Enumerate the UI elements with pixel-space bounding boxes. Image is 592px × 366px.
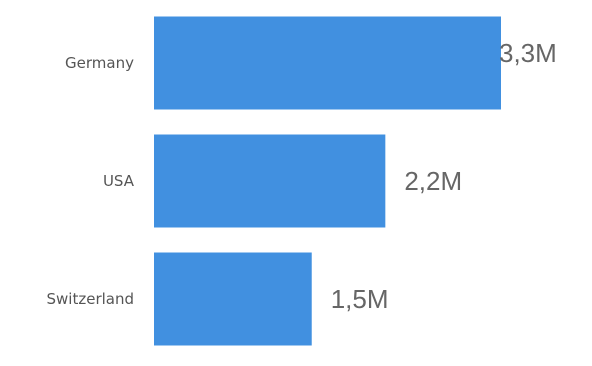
bars-group xyxy=(154,16,501,346)
bar-germany xyxy=(154,16,501,110)
value-label-usa: 2,2M xyxy=(404,166,462,196)
category-labels: Germany USA Switzerland xyxy=(47,54,135,308)
value-labels: 3,3M 2,2M 1,5M xyxy=(331,38,557,314)
value-label-switzerland: 1,5M xyxy=(331,284,389,314)
category-label-germany: Germany xyxy=(65,54,134,72)
category-label-switzerland: Switzerland xyxy=(47,290,135,308)
category-label-usa: USA xyxy=(103,172,135,190)
bar-usa xyxy=(154,134,386,228)
bar-switzerland xyxy=(154,252,312,346)
value-label-germany: 3,3M xyxy=(499,38,557,68)
